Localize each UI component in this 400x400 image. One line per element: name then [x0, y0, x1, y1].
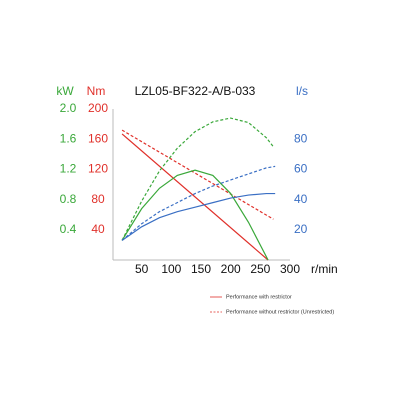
chart-title: LZL05-BF322-A/B-033 — [135, 84, 256, 98]
nm-tick-label: 80 — [91, 192, 105, 206]
series-line — [121, 169, 269, 261]
kw-tick-label: 0.8 — [60, 192, 77, 206]
ls-axis-label: l/s — [296, 84, 308, 98]
nm-tick-label: 40 — [91, 222, 105, 236]
kw-axis-label: kW — [56, 84, 74, 98]
x-tick-label: 100 — [161, 262, 181, 276]
nm-tick-label: 160 — [88, 131, 108, 145]
ls-tick-label: 80 — [294, 131, 308, 145]
series-line — [121, 165, 276, 241]
nm-axis-label: Nm — [87, 84, 106, 98]
series-line — [121, 133, 269, 261]
x-tick-label: 150 — [191, 262, 211, 276]
series-line — [121, 192, 276, 241]
x-tick-label: 200 — [221, 262, 241, 276]
x-tick-label: 250 — [250, 262, 270, 276]
kw-tick-label: 2.0 — [60, 101, 77, 115]
ls-tick-label: 20 — [294, 222, 308, 236]
series-line — [121, 129, 274, 220]
nm-tick-label: 200 — [88, 101, 108, 115]
legend-label: Performance without restrictor (Unrestri… — [226, 309, 334, 315]
legend-label: Performance with restrictor — [226, 294, 292, 300]
x-tick-label: 50 — [135, 262, 149, 276]
kw-tick-label: 0.4 — [60, 222, 77, 236]
x-axis-label: r/min — [311, 262, 338, 276]
kw-tick-label: 1.6 — [60, 131, 77, 145]
ls-tick-label: 60 — [294, 162, 308, 176]
series-line — [121, 117, 274, 241]
nm-tick-label: 120 — [88, 162, 108, 176]
x-tick-label: 300 — [280, 262, 300, 276]
ls-tick-label: 40 — [294, 192, 308, 206]
kw-tick-label: 1.2 — [60, 162, 77, 176]
